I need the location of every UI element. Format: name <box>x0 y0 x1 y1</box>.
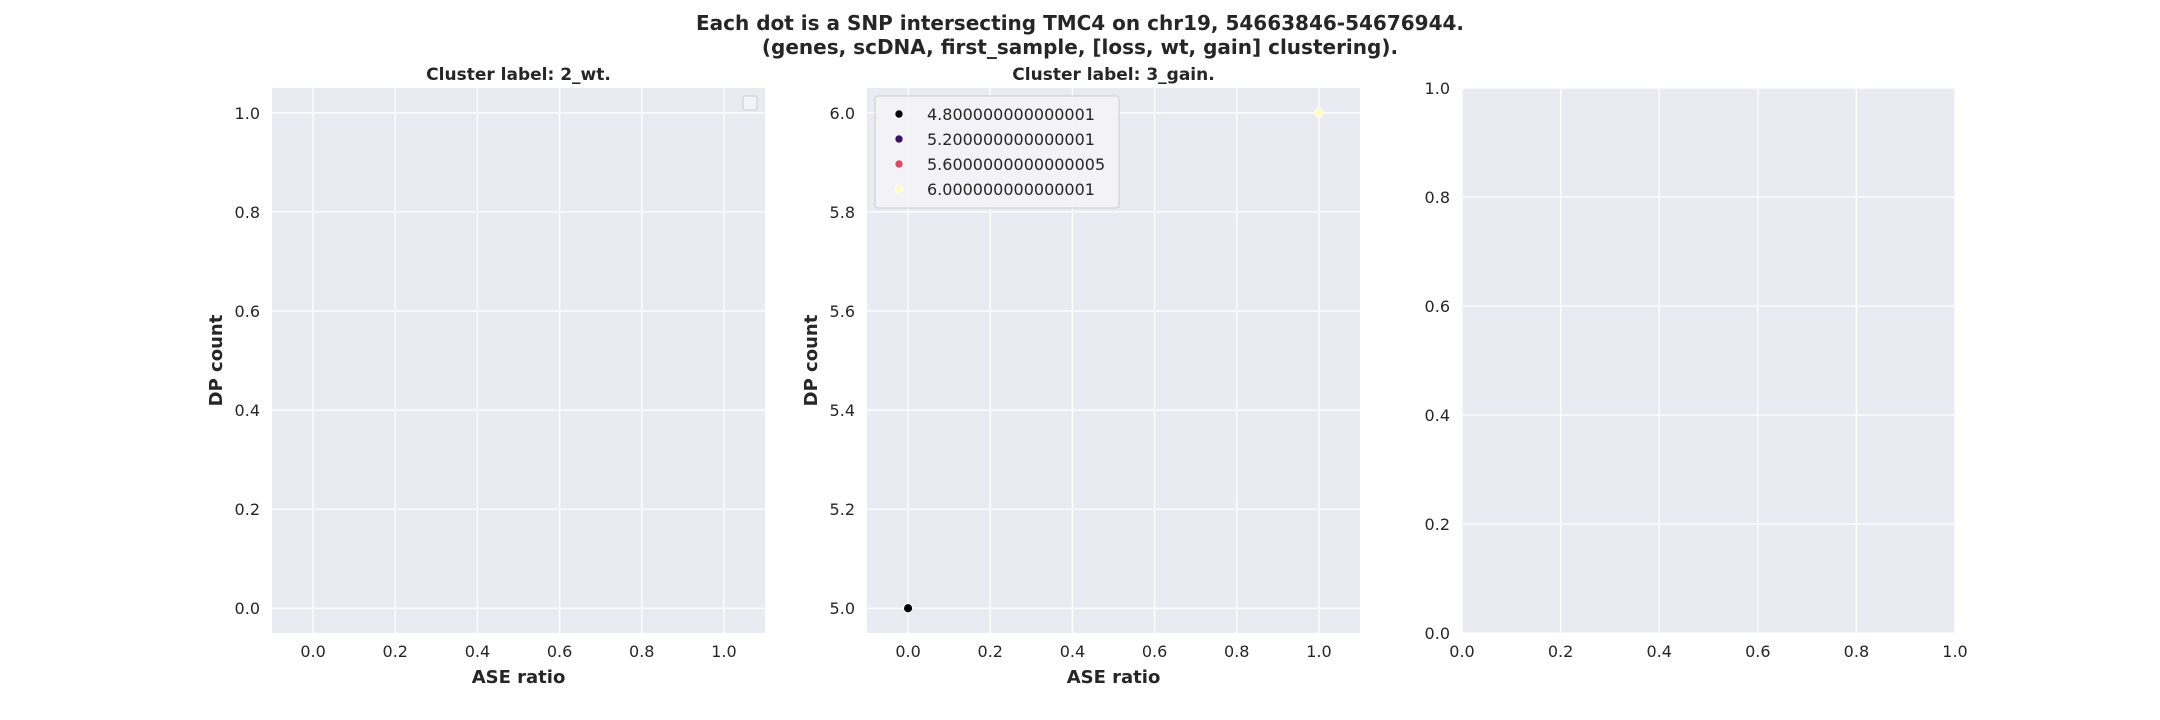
chart-1-y-tick-label: 0.8 <box>235 203 260 222</box>
chart-2-y-tick-label: 5.8 <box>830 203 855 222</box>
chart-1-x-axis-label: ASE ratio <box>472 667 566 688</box>
chart-1-x-tick-label: 0.2 <box>383 642 408 661</box>
chart-1-x-tick-label: 1.0 <box>711 642 736 661</box>
chart-2-y-tick-label: 5.0 <box>830 599 855 618</box>
chart-1-x-tick-label: 0.4 <box>465 642 490 661</box>
chart-3-x-tick-label: 0.8 <box>1844 642 1869 661</box>
chart-1-y-tick-label: 0.6 <box>235 302 260 321</box>
chart-1-x-tick-label: 0.6 <box>547 642 572 661</box>
chart-2-title: Cluster label: 3_gain. <box>1012 65 1214 85</box>
chart-2-legend-marker <box>894 184 904 194</box>
figure-suptitle-line-2: (genes, scDNA, first_sample, [loss, wt, … <box>761 35 1399 59</box>
chart-3-x-tick-label: 0.6 <box>1745 642 1770 661</box>
chart-2-x-tick-label: 0.6 <box>1142 642 1167 661</box>
chart-2-x-tick-label: 0.4 <box>1060 642 1085 661</box>
chart-3-y-tick-label: 0.8 <box>1425 188 1450 207</box>
chart-1-title: Cluster label: 2_wt. <box>426 65 611 85</box>
chart-1-y-tick-label: 0.0 <box>235 599 260 618</box>
chart-2-y-axis-label: DP count <box>801 314 822 406</box>
chart-1-x-tick-label: 0.8 <box>629 642 654 661</box>
chart-3-x-tick-label: 1.0 <box>1942 642 1967 661</box>
chart-2-legend-marker <box>894 134 904 144</box>
chart-1-x-tick-label: 0.0 <box>300 642 325 661</box>
chart-2-x-tick-label: 0.2 <box>978 642 1003 661</box>
chart-3-plot-area <box>1462 88 1955 633</box>
chart-2-y-tick-label: 6.0 <box>830 104 855 123</box>
chart-1-plot-area <box>272 88 765 633</box>
chart-1-legend-box <box>742 95 758 111</box>
chart-2-x-tick-label: 0.0 <box>895 642 920 661</box>
chart-3-x-tick-label: 0.2 <box>1548 642 1573 661</box>
chart-3-x-tick-label: 0.4 <box>1646 642 1671 661</box>
chart-2-x-tick-label: 0.8 <box>1224 642 1249 661</box>
chart-2-y-tick-label: 5.6 <box>830 302 855 321</box>
chart-2-legend-marker <box>894 109 904 119</box>
chart-3-y-tick-label: 0.0 <box>1425 624 1450 643</box>
chart-3-x-tick-label: 0.0 <box>1449 642 1474 661</box>
chart-1-y-tick-label: 0.4 <box>235 401 260 420</box>
chart-2-legend-box <box>874 95 1120 209</box>
chart-2-data-point <box>1314 107 1324 118</box>
chart-3-y-tick-label: 0.6 <box>1425 297 1450 316</box>
chart-2-data-point <box>903 603 913 614</box>
chart-3-y-tick-label: 1.0 <box>1425 79 1450 98</box>
chart-2-x-axis-label: ASE ratio <box>1067 667 1161 688</box>
chart-1-y-tick-label: 0.2 <box>235 500 260 519</box>
chart-3-y-tick-label: 0.4 <box>1425 406 1450 425</box>
chart-2-x-tick-label: 1.0 <box>1306 642 1331 661</box>
chart-2-legend-marker <box>894 159 904 169</box>
chart-2-legend-label: 4.800000000000001 <box>927 105 1095 124</box>
chart-2-legend-label: 5.6000000000000005 <box>927 155 1105 174</box>
chart-1-y-axis-label: DP count <box>206 314 227 406</box>
chart-2-y-tick-label: 5.2 <box>830 500 855 519</box>
chart-1-y-tick-label: 1.0 <box>235 104 260 123</box>
chart-3-y-tick-label: 0.2 <box>1425 515 1450 534</box>
figure-suptitle-line-1: Each dot is a SNP intersecting TMC4 on c… <box>695 11 1465 35</box>
chart-2-y-tick-label: 5.4 <box>830 401 855 420</box>
chart-2-legend-label: 6.000000000000001 <box>927 180 1095 199</box>
chart-2-legend-label: 5.200000000000001 <box>927 130 1095 149</box>
